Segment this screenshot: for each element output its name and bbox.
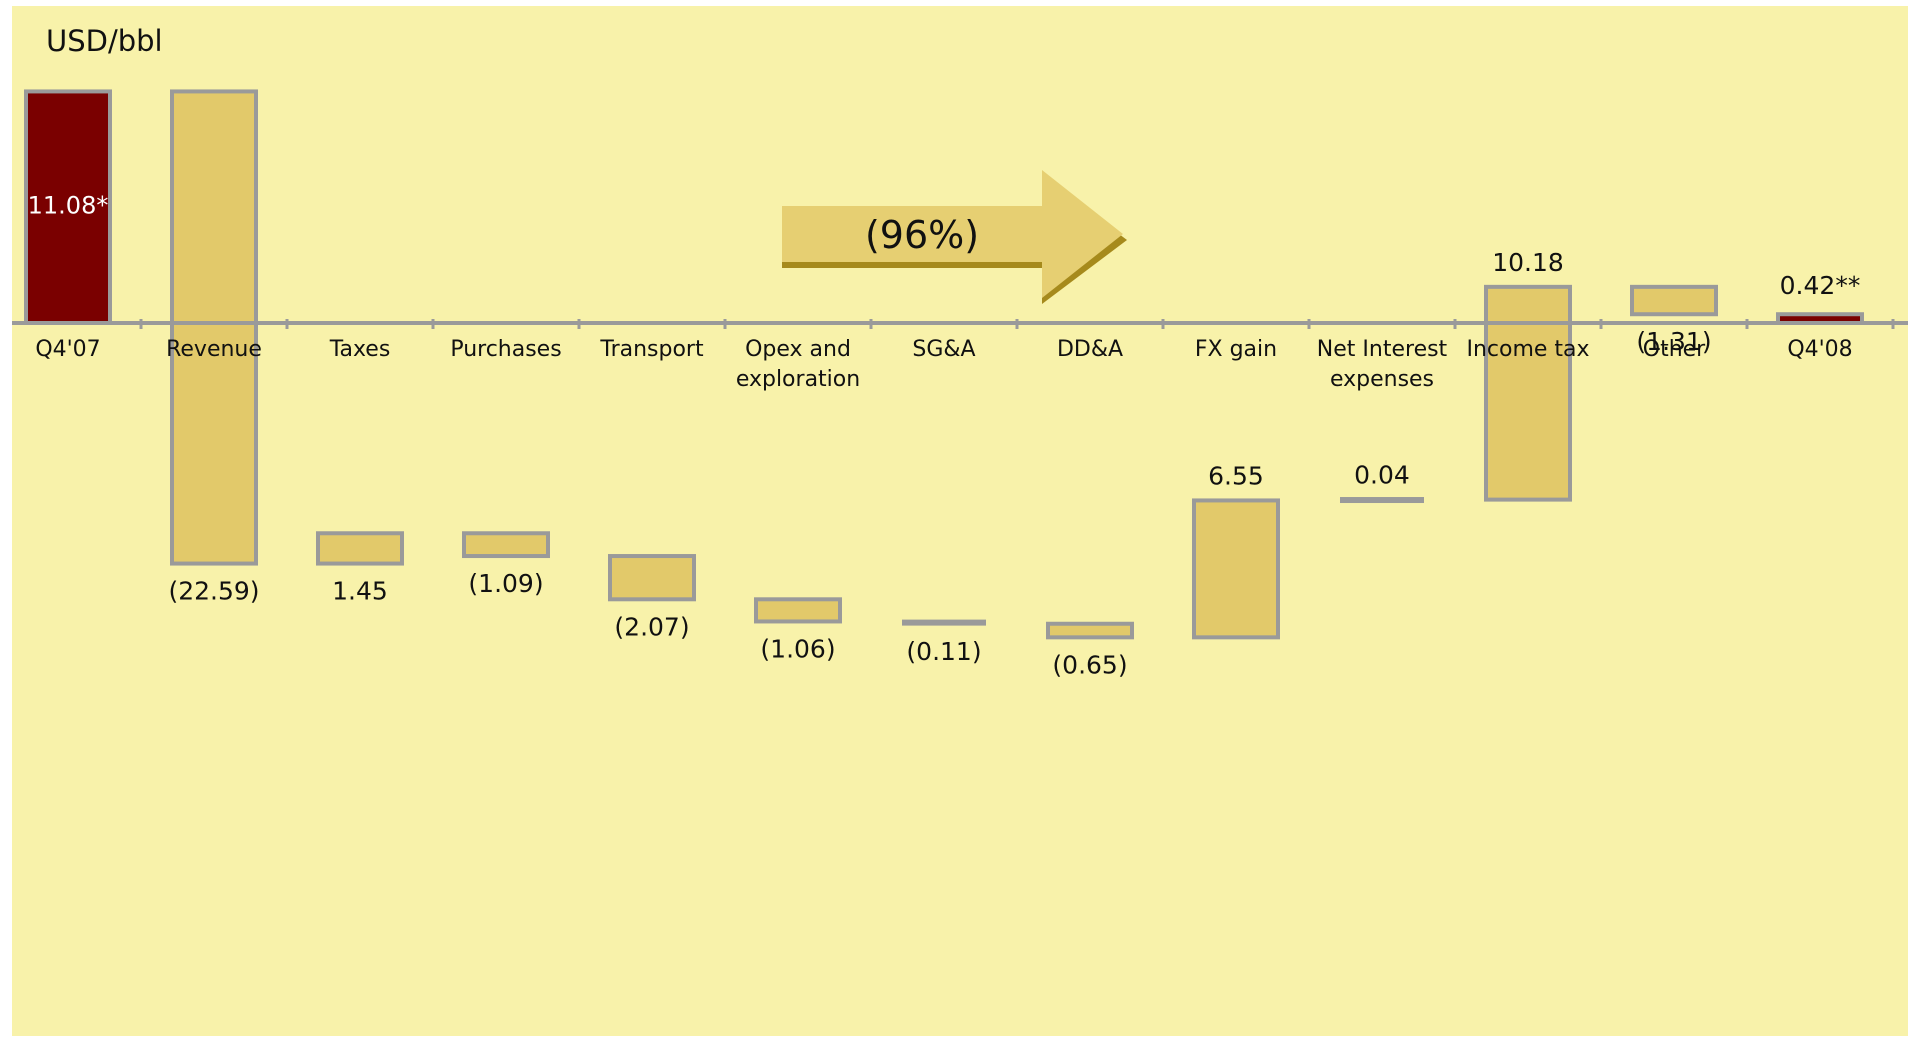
- bar-7: [1046, 621, 1134, 640]
- value-label: 0.42**: [1780, 271, 1861, 300]
- bar-1: [170, 89, 258, 566]
- bar-0: [24, 89, 112, 326]
- value-label: (0.11): [906, 637, 981, 666]
- value-label: 1.45: [332, 577, 388, 606]
- category-label: FX gain: [1195, 337, 1277, 362]
- category-label: Other: [1643, 337, 1706, 362]
- waterfall-chart: USD/bbl (96%) Q4'07 Revenue Taxes Purchases T…: [12, 6, 1908, 1036]
- category-label: Income tax: [1466, 337, 1589, 362]
- category-label: Q4'07: [35, 337, 100, 362]
- bar-2: [316, 531, 404, 566]
- category-label: SG&A: [912, 337, 975, 362]
- category-label: Q4'08: [1787, 337, 1852, 362]
- value-label: 6.55: [1208, 461, 1264, 490]
- value-label: 11.08*: [28, 191, 109, 219]
- change-arrow: (96%): [782, 170, 1127, 304]
- value-label: (1.31): [1636, 327, 1711, 356]
- value-label: (0.65): [1052, 650, 1127, 679]
- value-label: (2.07): [614, 612, 689, 641]
- unit-label: USD/bbl: [46, 24, 163, 58]
- category-label: Net Interest expenses: [1317, 337, 1448, 392]
- bars-group: [24, 89, 1864, 640]
- value-label: (22.59): [168, 577, 259, 606]
- change-percent-label: (96%): [865, 213, 979, 257]
- x-axis: [12, 319, 1908, 329]
- bar-8: [1192, 498, 1280, 640]
- value-label: 0.04: [1354, 461, 1410, 490]
- bar-4: [608, 554, 696, 602]
- category-label: Taxes: [329, 337, 391, 362]
- value-label: (1.09): [468, 569, 543, 598]
- value-label: (1.06): [760, 634, 835, 663]
- bar-10: [1484, 284, 1572, 502]
- bar-11: [1630, 284, 1718, 317]
- category-label: Revenue: [166, 337, 262, 362]
- category-label: DD&A: [1057, 337, 1123, 362]
- bar-9: [1340, 497, 1424, 504]
- value-label: 10.18: [1492, 248, 1564, 277]
- bar-3: [462, 531, 550, 559]
- category-label: Opex and exploration: [736, 337, 860, 392]
- category-label: Purchases: [450, 337, 561, 362]
- category-label: Transport: [599, 337, 704, 362]
- labels-group: Q4'07 Revenue Taxes Purchases Transport Opex …: [28, 191, 1861, 679]
- bar-5: [754, 597, 842, 624]
- arrow-body: [782, 170, 1123, 298]
- bar-6: [902, 619, 986, 626]
- chart-canvas: (96%) Q4'07 Revenue Taxes Purchases Transport…: [12, 89, 1908, 679]
